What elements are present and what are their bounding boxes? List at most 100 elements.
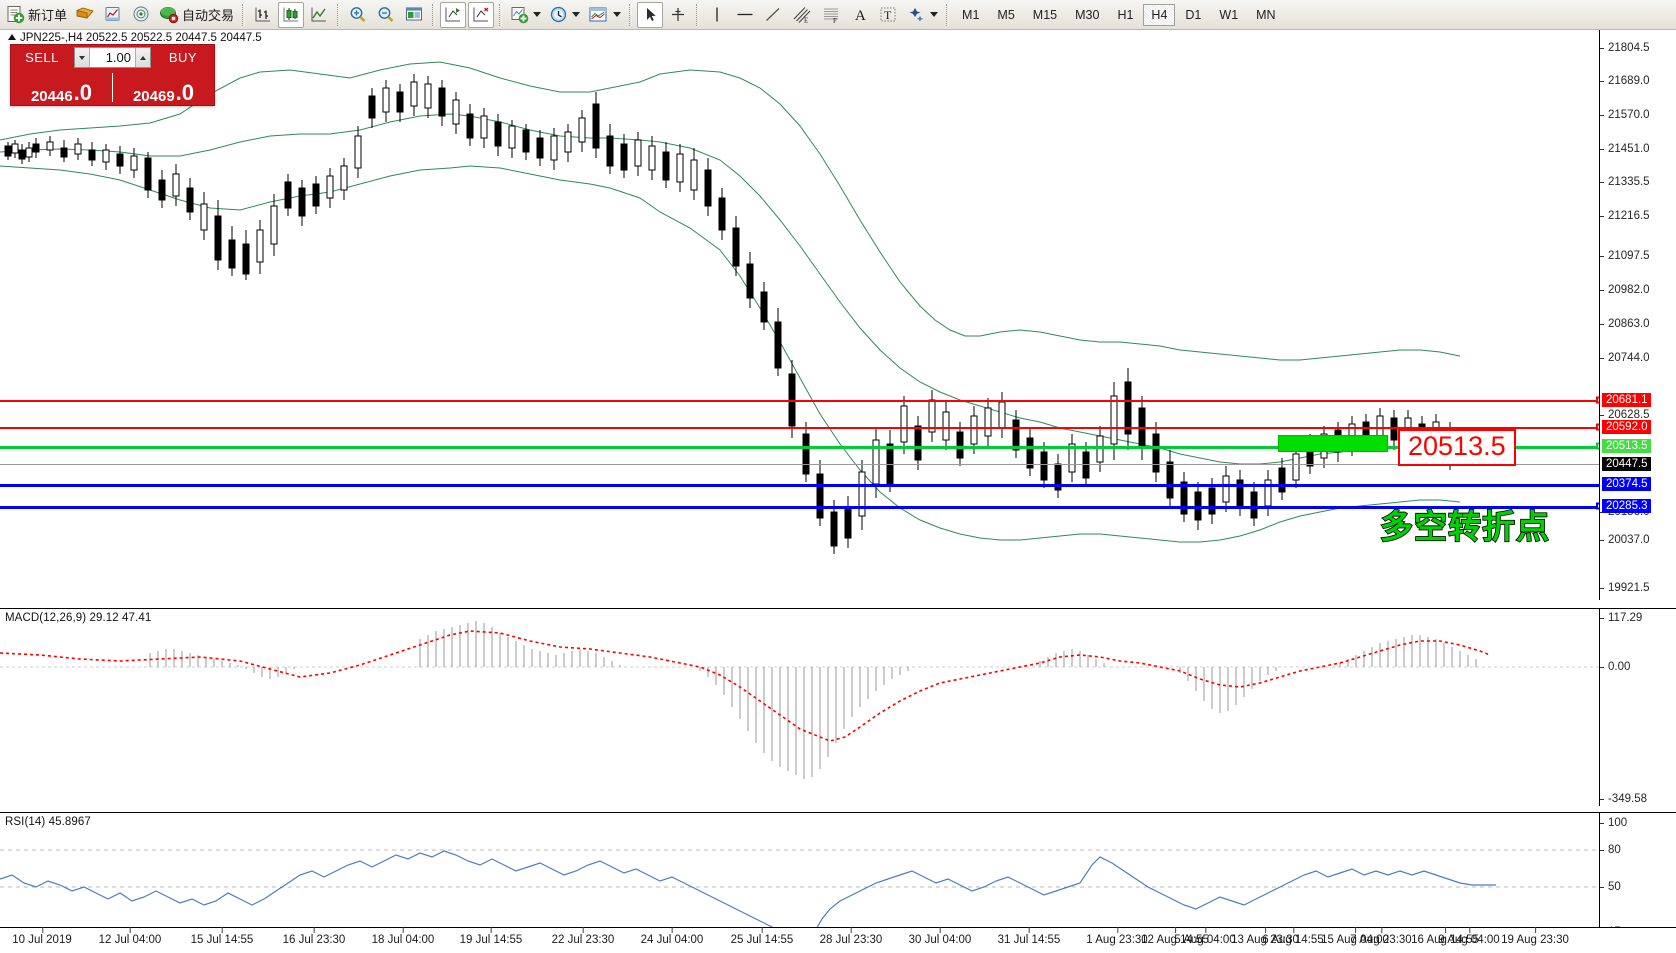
chart-area[interactable]: JPN225-,H4 20522.5 20522.5 20447.5 20447… [0,30,1676,953]
price-level-chip-20513[interactable]: 20513.5 [1602,439,1651,453]
timeframe-m5[interactable]: M5 [997,7,1015,22]
toolbar-separator [337,3,341,26]
navigator-icon [133,6,149,22]
chevron-down-icon [533,12,542,17]
auto-scroll-button[interactable] [440,1,467,28]
svg-text:E: E [804,17,808,25]
tile-windows-icon [406,7,423,21]
time-tick: 15 Aug 04:00 [1321,927,1389,946]
candlestick-series [0,61,1461,554]
axis-tick: 21451.0 [1600,143,1650,155]
horizontal-line-icon [737,13,753,16]
volume-increment-button[interactable] [135,48,150,67]
time-tick: 12 Jul 04:00 [98,927,162,946]
svg-text:T: T [884,8,892,22]
macd-series [0,621,1599,779]
highlight-rectangle[interactable] [1278,435,1388,452]
timeframe-m30[interactable]: M30 [1075,7,1100,22]
price-level-chip-20592[interactable]: 20592.0 [1602,420,1651,434]
candlestick-chart-button[interactable] [278,1,305,28]
navigator-button[interactable] [128,2,154,28]
timeframe-h1[interactable]: H1 [1117,7,1134,22]
axis-tick: 100 [1600,817,1627,829]
timeframe-m1[interactable]: M1 [962,7,980,22]
macd-label: MACD(12,26,9) 29.12 47.41 [5,612,152,624]
chevron-up-icon [140,55,146,60]
text-box-icon: T [880,7,896,22]
time-axis[interactable]: 10 Jul 2019 12 Jul 04:00 15 Jul 14:55 16… [0,927,1676,953]
chinese-annotation-label[interactable]: 多空转折点 [1379,507,1550,546]
autotrading-button[interactable]: 自动交易 [156,2,237,28]
timeframe-h4[interactable]: H4 [1143,3,1176,26]
level-handle[interactable] [1596,502,1599,510]
time-tick: 25 Jul 14:55 [730,927,794,946]
chart-caption: JPN225-,H4 20522.5 20522.5 20447.5 20447… [8,32,262,44]
text-label-button[interactable]: A [847,2,873,28]
price-level-chip-20374[interactable]: 20374.5 [1602,477,1651,491]
add-indicator-button[interactable] [507,2,544,28]
equidistant-channel-button[interactable]: E [788,2,816,28]
market-watch-icon [105,7,120,21]
time-tick: 10 Jul 2019 [12,927,72,946]
shapes-button[interactable] [903,2,941,28]
timeframe-mn[interactable]: MN [1256,7,1276,22]
price-plot[interactable]: JPN225-,H4 20522.5 20522.5 20447.5 20447… [0,30,1600,600]
sell-button[interactable]: SELL [25,50,59,65]
add-indicator-icon [511,7,529,24]
folder-icon [76,7,94,19]
candlestick-icon [283,7,299,22]
new-order-button[interactable]: 新订单 [3,2,70,28]
axis-tick: 21689.0 [1600,75,1650,87]
current-price-chip: 20447.5 [1602,457,1651,471]
volume-stepper[interactable]: 1.00 [74,47,151,68]
level-handle[interactable] [1596,442,1599,450]
time-tick: 24 Jul 04:00 [640,927,704,946]
price-pane[interactable]: JPN225-,H4 20522.5 20522.5 20447.5 20447… [0,30,1676,600]
time-tick: 22 Jul 23:30 [551,927,615,946]
macd-pane[interactable]: MACD(12,26,9) 29.12 47.41 [0,608,1676,806]
price-level-chip-20285[interactable]: 20285.3 [1602,499,1651,513]
fibonacci-button[interactable]: F [818,2,845,28]
sell-price[interactable]: 20446.0 [11,70,112,105]
zoom-in-button[interactable] [345,2,371,28]
line-chart-button[interactable] [306,2,332,28]
cursor-button[interactable] [637,1,664,28]
market-watch-button[interactable] [100,2,126,28]
volume-input[interactable]: 1.00 [105,50,131,65]
period-selector-button[interactable] [546,2,583,28]
level-handle[interactable] [1596,423,1599,431]
text-box-button[interactable]: T [875,2,901,28]
autotrading-label: 自动交易 [182,8,235,23]
macd-plot[interactable]: MACD(12,26,9) 29.12 47.41 [0,609,1600,806]
timeframe-m15[interactable]: M15 [1032,7,1058,22]
crosshair-button[interactable] [665,2,691,28]
svg-text:A: A [855,8,866,24]
templates-button[interactable] [585,2,624,28]
tile-windows-button[interactable] [401,2,427,28]
timeframe-w1[interactable]: W1 [1219,7,1239,22]
timeframe-d1[interactable]: D1 [1185,7,1202,22]
chart-caption-text: JPN225-,H4 20522.5 20522.5 20447.5 20447… [20,32,262,44]
buy-price[interactable]: 20469.0 [113,70,214,105]
time-tick: 7 Aug 23:30 [1350,927,1412,946]
chart-shift-button[interactable] [468,1,495,28]
auto-scroll-icon [445,7,461,22]
level-handle[interactable] [1596,396,1599,404]
time-tick: 30 Jul 04:00 [908,927,972,946]
time-tick: 5 Aug 04:00 [1174,927,1236,946]
axis-tick: 21097.5 [1600,250,1650,262]
horizontal-line-button[interactable] [732,2,758,28]
toolbar-separator [946,3,950,26]
zoom-out-button[interactable] [373,2,399,28]
expert-advisors-button[interactable] [72,2,98,28]
vertical-line-button[interactable] [704,2,730,28]
bar-chart-button[interactable] [250,2,276,28]
volume-decrement-button[interactable] [75,48,90,67]
price-annotation-label[interactable]: 20513.5 [1398,429,1516,466]
one-click-trading-panel[interactable]: SELL 1.00 BUY 20446.0 [10,44,215,106]
price-level-chip-20681[interactable]: 20681.1 [1602,393,1651,407]
zoom-out-icon [378,7,394,22]
price-axis[interactable]: 21804.5 21689.0 21570.0 21451.0 21335.5 … [1600,30,1676,600]
buy-button[interactable]: BUY [168,50,198,65]
trendline-button[interactable] [760,2,786,28]
